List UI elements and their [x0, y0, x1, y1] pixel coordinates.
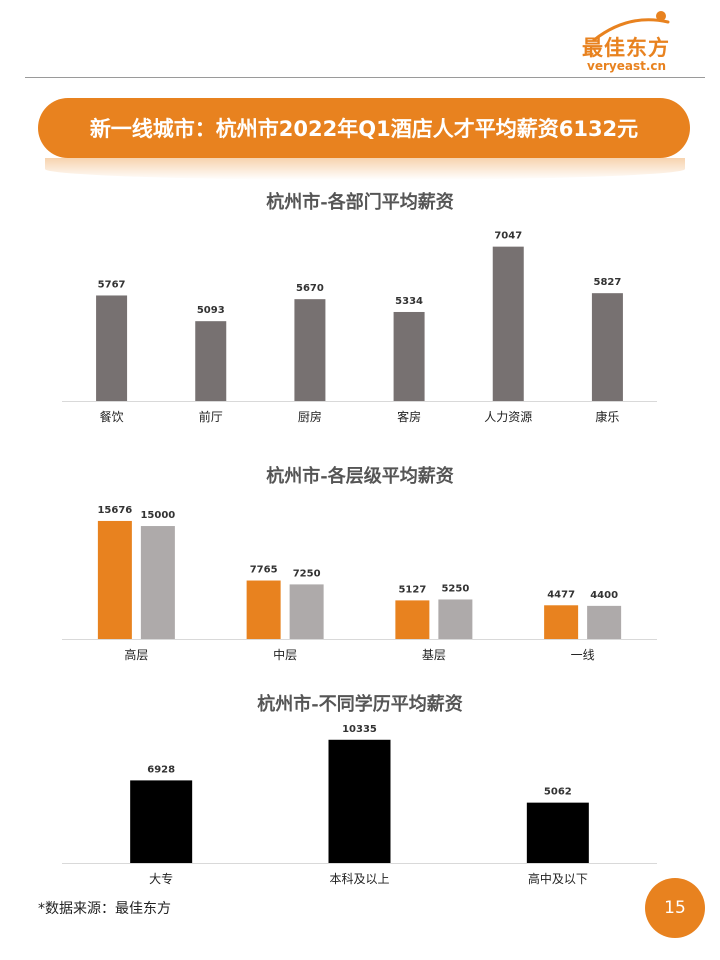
bar-data-label: 7250: [293, 568, 321, 579]
bar: [294, 299, 326, 401]
education-salary-chart: 6928 大专 10335 本科及以上 5062 高中及以下: [62, 725, 657, 886]
bar-data-label: 5827: [593, 277, 621, 288]
x-tick-label: 客房: [397, 409, 421, 424]
page-title-banner: 新一线城市：杭州市2022年Q1酒店人才平均薪资6132元: [38, 98, 690, 158]
bar: [246, 580, 281, 639]
x-tick-label: 餐饮: [100, 409, 124, 424]
x-tick-label: 基层: [422, 648, 446, 662]
bar-data-label: 15000: [140, 510, 175, 521]
bar: [587, 605, 622, 639]
x-tick-label: 大专: [149, 871, 173, 886]
x-tick-label: 前厅: [199, 409, 223, 424]
x-tick-label: 康乐: [595, 409, 619, 424]
bar-data-label: 5767: [98, 279, 126, 290]
chart-title-department: 杭州市-各部门平均薪资: [266, 192, 454, 213]
x-tick-label: 本科及以上: [329, 872, 389, 886]
bar: [289, 584, 324, 639]
bar-data-label: 5334: [395, 296, 423, 307]
x-tick-label: 高中及以下: [528, 871, 588, 886]
bar: [395, 600, 430, 639]
x-tick-label: 一线: [571, 648, 595, 662]
bar-data-label: 5250: [441, 583, 469, 594]
bar-data-label: 10335: [342, 725, 377, 735]
bar: [544, 605, 579, 639]
logo-url: veryeast.cn: [587, 59, 667, 73]
bar-data-label: 5127: [398, 584, 426, 595]
bar: [393, 311, 425, 401]
bar: [140, 526, 175, 639]
bar: [526, 802, 589, 863]
page-number: 15: [664, 898, 686, 918]
header-divider: [25, 77, 705, 78]
bar-data-label: 5093: [197, 305, 225, 316]
x-tick-label: 中层: [273, 647, 297, 662]
x-tick-label: 人力资源: [484, 410, 532, 424]
page-number-badge: 15: [645, 878, 705, 938]
page-title: 新一线城市：杭州市2022年Q1酒店人才平均薪资6132元: [89, 117, 639, 141]
bar: [97, 520, 132, 639]
bar-data-label: 4400: [590, 590, 618, 601]
bar-data-label: 7765: [250, 565, 278, 576]
data-source-note: *数据来源：最佳东方: [38, 901, 171, 917]
bar-data-label: 7047: [494, 231, 522, 242]
bar-data-label: 5670: [296, 283, 324, 294]
bar-data-label: 5062: [544, 787, 572, 798]
logo: 最佳东方 veryeast.cn: [572, 10, 692, 74]
bar: [328, 739, 391, 863]
department-salary-chart: 5767 餐饮 5093 前厅 5670 厨房 5334 客房 7047 人力资源 5827 康乐: [62, 231, 657, 424]
logo-text: 最佳东方: [582, 36, 670, 60]
logo-swoosh-icon: [592, 11, 670, 42]
bar: [591, 293, 623, 401]
bar: [492, 246, 524, 401]
banner-shadow: [45, 158, 685, 180]
x-tick-label: 厨房: [298, 409, 322, 424]
bar-data-label: 15676: [97, 505, 132, 516]
bar: [438, 599, 473, 639]
chart-title-education: 杭州市-不同学历平均薪资: [257, 694, 463, 715]
bar-data-label: 6928: [147, 764, 175, 775]
bar-data-label: 4477: [547, 589, 575, 600]
bar: [96, 295, 128, 401]
chart-title-level: 杭州市-各层级平均薪资: [266, 466, 454, 487]
bar: [130, 780, 193, 863]
bar: [195, 321, 227, 401]
level-salary-chart: 15676 15000 高层 7765 7250 中层 5127 5250 基层 4477 4400…: [62, 505, 657, 662]
x-tick-label: 高层: [124, 647, 148, 662]
